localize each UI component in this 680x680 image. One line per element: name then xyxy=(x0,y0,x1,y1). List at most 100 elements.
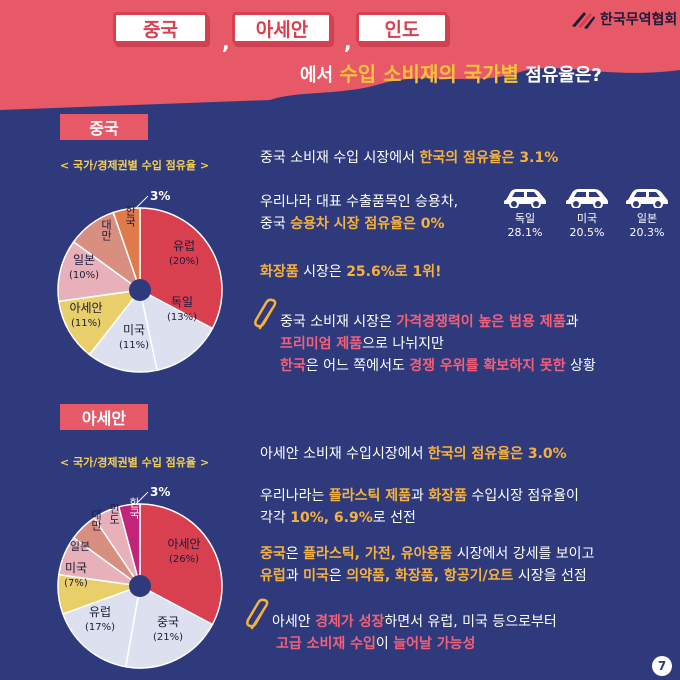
pie-slice-유럽 xyxy=(139,207,223,330)
pie-slice-중국 xyxy=(124,584,214,669)
pie-slice-일본 xyxy=(57,240,142,303)
pie-label: 아세안 (26%) xyxy=(167,537,200,565)
highlight: 플라스틱 제품 xyxy=(328,488,412,504)
headline-highlight: 수입 소비재의 국가별 xyxy=(339,62,519,86)
car-country: 미국 xyxy=(576,212,598,225)
paperclip-icon xyxy=(246,598,269,630)
highlight: 고급 소비재 수입 xyxy=(276,636,376,652)
car-japan: 일본 20.3% xyxy=(622,184,672,240)
pie-caption: < 국가/경제권별 수입 점유율 > xyxy=(60,456,210,469)
highlight: 화장품 xyxy=(428,488,467,504)
pie-center xyxy=(129,279,151,301)
pie-label: 대만 xyxy=(100,219,113,241)
car-country: 독일 xyxy=(514,212,536,225)
text: 아세안 소비재 수입시장에서 xyxy=(260,446,428,462)
headline-post: 점유율은? xyxy=(518,65,602,86)
highlight: 미국 xyxy=(303,568,329,584)
pie-center xyxy=(129,575,151,597)
car-germany: 독일 28.1% xyxy=(500,184,550,240)
text: 시장을 선점 xyxy=(513,568,587,584)
highlight: 가격경쟁력이 높은 범용 제품 xyxy=(396,314,566,330)
pie-label: 대만 xyxy=(90,509,103,531)
china-line-1: 중국 소비재 수입 시장에서 한국의 점유율은 3.1% xyxy=(260,148,558,168)
text: 시장에서 강세를 보이고 xyxy=(452,546,595,562)
pie-chart-china: 유럽 (20%) 독일 (13%) 미국 (11%) 아세안 (11%) 일본 (10%)대만 한국… xyxy=(57,189,223,373)
china-note-1: 중국 소비재 시장은 가격경쟁력이 높은 범용 제품과 xyxy=(280,312,578,332)
comma: , xyxy=(344,30,352,54)
pie-slice-아세안 xyxy=(139,503,223,626)
china-line-4: 화장품 시장은 25.6%로 1위! xyxy=(260,262,442,282)
text: 과 xyxy=(565,314,579,330)
tag-india-label: 인도 xyxy=(384,18,420,41)
car-icon xyxy=(626,189,668,209)
asean-note-2: 고급 소비재 수입이 늘어날 가능성 xyxy=(276,634,475,654)
text: 과 xyxy=(411,488,429,504)
callout-line xyxy=(135,195,149,209)
pie-label: 유럽 (17%) xyxy=(85,605,115,633)
pie-label: 한국 xyxy=(124,205,137,227)
tag-asean: 아세안 xyxy=(232,12,332,44)
headline: 에서 수입 소비재의 국가별 점유율은? xyxy=(300,58,602,87)
pie-label: 한국 xyxy=(128,497,141,519)
highlight: 경쟁 우위를 확보하지 못한 xyxy=(409,358,566,374)
pie-slice-미국 xyxy=(88,288,158,373)
text: 중국 xyxy=(260,216,291,232)
highlight: 경제가 성장 xyxy=(315,614,385,630)
pie-callout: 3% xyxy=(150,485,170,499)
highlight: 프리미엄 제품 xyxy=(280,336,363,352)
asean-line-1: 아세안 소비재 수입시장에서 한국의 점유율은 3.0% xyxy=(260,444,567,464)
highlight: 플라스틱, 가전, 유아용품 xyxy=(303,546,453,562)
highlight: 유럽 xyxy=(260,568,286,584)
text: 과 xyxy=(285,568,304,584)
car-value: 28.1% xyxy=(507,226,543,239)
callout-line xyxy=(135,491,149,505)
pie-caption: < 국가/경제권별 수입 점유율 > xyxy=(60,159,210,172)
car-country: 일본 xyxy=(636,212,658,225)
paperclip-icon xyxy=(254,298,277,330)
text: 로 선전 xyxy=(372,510,416,526)
car-icon xyxy=(504,189,546,209)
section-tag-asean: 아세안 xyxy=(60,404,148,430)
tag-india: 인도 xyxy=(356,12,448,44)
text: 으로 나뉘지만 xyxy=(362,336,444,352)
highlight: 늘어날 가능성 xyxy=(393,636,476,652)
highlight: 10%, 6.9% xyxy=(290,510,373,526)
highlight: 의약품, 화장품, 항공기/요트 xyxy=(346,568,514,584)
text: 우리나라는 xyxy=(260,488,329,504)
china-line-3: 중국 승용차 시장 점유율은 0% xyxy=(260,214,445,234)
text: 은 xyxy=(328,568,347,584)
pie-slice-유럽 xyxy=(61,584,141,668)
pie-label: 아세안 (11%) xyxy=(69,301,102,329)
asean-line-2: 우리나라는 플라스틱 제품과 화장품 수입시장 점유율이 xyxy=(260,486,579,506)
headline-pre: 에서 xyxy=(300,65,340,86)
text: 은 어느 쪽에서도 xyxy=(305,358,410,374)
highlight: 25.6%로 1위! xyxy=(346,264,442,280)
kita-logo-icon xyxy=(572,12,595,29)
highlight: 한국의 점유율은 3.0% xyxy=(427,446,567,462)
text: 각각 xyxy=(260,510,291,526)
text: 시장은 xyxy=(298,264,347,280)
pie-slice-한국 xyxy=(112,207,141,291)
pie-label: 독일 (13%) xyxy=(167,295,197,323)
text: 은 xyxy=(285,546,304,562)
highlight: 승용차 시장 점유율은 0% xyxy=(290,216,445,232)
highlight: 중국 xyxy=(260,546,286,562)
pie-slice-독일 xyxy=(138,288,214,372)
car-value: 20.5% xyxy=(569,226,605,239)
pie-label: 유럽 (20%) xyxy=(169,239,199,267)
text: 중국 소비재 시장은 xyxy=(280,314,397,330)
highlight: 화장품 xyxy=(260,264,299,280)
pie-label: 일본 (10%) xyxy=(69,253,99,281)
tag-asean-label: 아세안 xyxy=(255,18,309,41)
pie-label: 인도 xyxy=(108,503,121,525)
comma: , xyxy=(222,30,230,54)
china-line-2: 우리나라 대표 수출품목인 승용차, xyxy=(260,194,459,210)
logo-text: 한국무역협회 xyxy=(600,12,678,28)
asean-line-4: 중국은 플라스틱, 가전, 유아용품 시장에서 강세를 보이고 xyxy=(260,544,594,564)
text: 이 xyxy=(375,636,394,652)
pie-label: 미국 (7%) xyxy=(64,561,88,589)
china-note-3: 한국은 어느 쪽에서도 경쟁 우위를 확보하지 못한 상황 xyxy=(280,356,596,376)
highlight: 한국 xyxy=(280,358,306,374)
text: 중국 소비재 수입 시장에서 xyxy=(260,150,420,166)
tag-china-label: 중국 xyxy=(143,18,178,41)
